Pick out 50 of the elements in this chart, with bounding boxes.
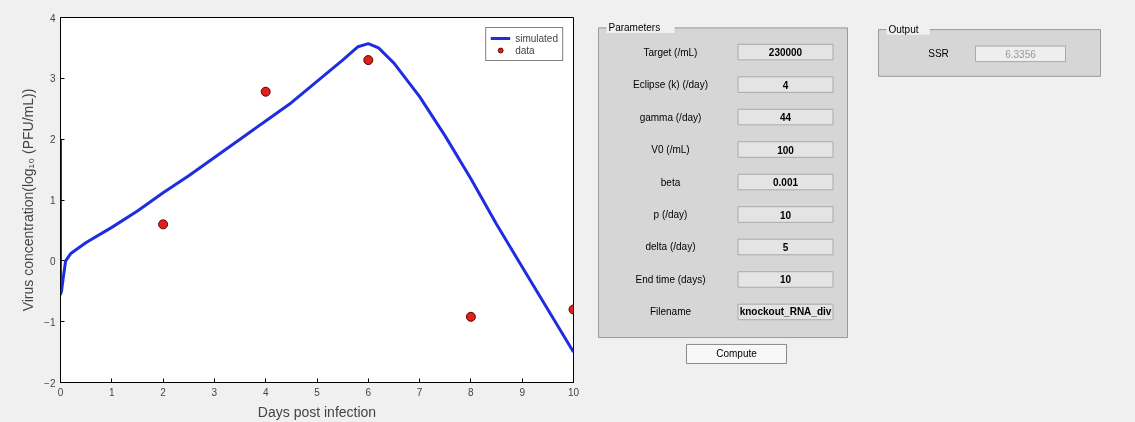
text: Output [888, 24, 919, 36]
text: 10 [779, 274, 792, 286]
y-tick-label: 3 [49, 73, 56, 85]
text: Target (/mL) [643, 46, 698, 58]
text: 4 [782, 79, 789, 91]
text: 230000 [768, 47, 803, 59]
y-tick-label: −1 [44, 316, 56, 328]
x-axis-title: Days post infection [257, 403, 377, 420]
text: 100 [777, 144, 795, 156]
point [363, 55, 374, 66]
text: V0 (/mL) [651, 144, 690, 156]
text: 5 [782, 241, 789, 253]
text: 0.001 [772, 177, 799, 189]
text: Eclipse (k) (/day) [632, 79, 709, 91]
line-series [60, 42, 574, 354]
point [465, 311, 476, 322]
text: p (/day) [653, 209, 688, 221]
text: SSR [928, 48, 949, 60]
text: 6.3356 [1005, 48, 1037, 60]
x-tick-label: 4 [262, 386, 269, 398]
x-tick-label: 5 [314, 386, 321, 398]
text: knockout_RNA_div [739, 306, 832, 318]
text: 10 [779, 209, 792, 221]
x-tick-label: 6 [365, 386, 372, 398]
text: delta (/day) [645, 241, 696, 253]
text: Compute [716, 348, 758, 360]
x-tick-label: 7 [416, 386, 423, 398]
y-tick-label: 4 [49, 12, 56, 24]
y-tick-label: 1 [49, 195, 56, 206]
y-tick-label: 0 [49, 255, 56, 267]
point [158, 219, 169, 230]
legend-label: simulated [515, 32, 558, 44]
text: Filename [649, 306, 692, 318]
x-tick-label: 0 [57, 386, 64, 398]
y-tick-label: 2 [49, 134, 56, 146]
y-tick-label: −2 [44, 377, 56, 389]
legend-label: data [515, 44, 536, 56]
x-tick-label: 10 [567, 386, 580, 398]
y-axis-title: Virus concentration(log₁₀ (PFU/mL)) [20, 88, 37, 312]
x-tick-label: 1 [109, 386, 116, 398]
text: End time (days) [635, 273, 706, 285]
text: beta [660, 176, 681, 188]
x-tick-label: 9 [519, 386, 526, 398]
point [260, 86, 271, 97]
text: gamma (/day) [639, 111, 702, 123]
x-tick-label: 2 [160, 386, 167, 398]
text: Parameters [608, 22, 661, 34]
text: 44 [779, 112, 792, 124]
x-tick-label: 3 [211, 386, 218, 398]
x-tick-label: 8 [468, 386, 475, 398]
